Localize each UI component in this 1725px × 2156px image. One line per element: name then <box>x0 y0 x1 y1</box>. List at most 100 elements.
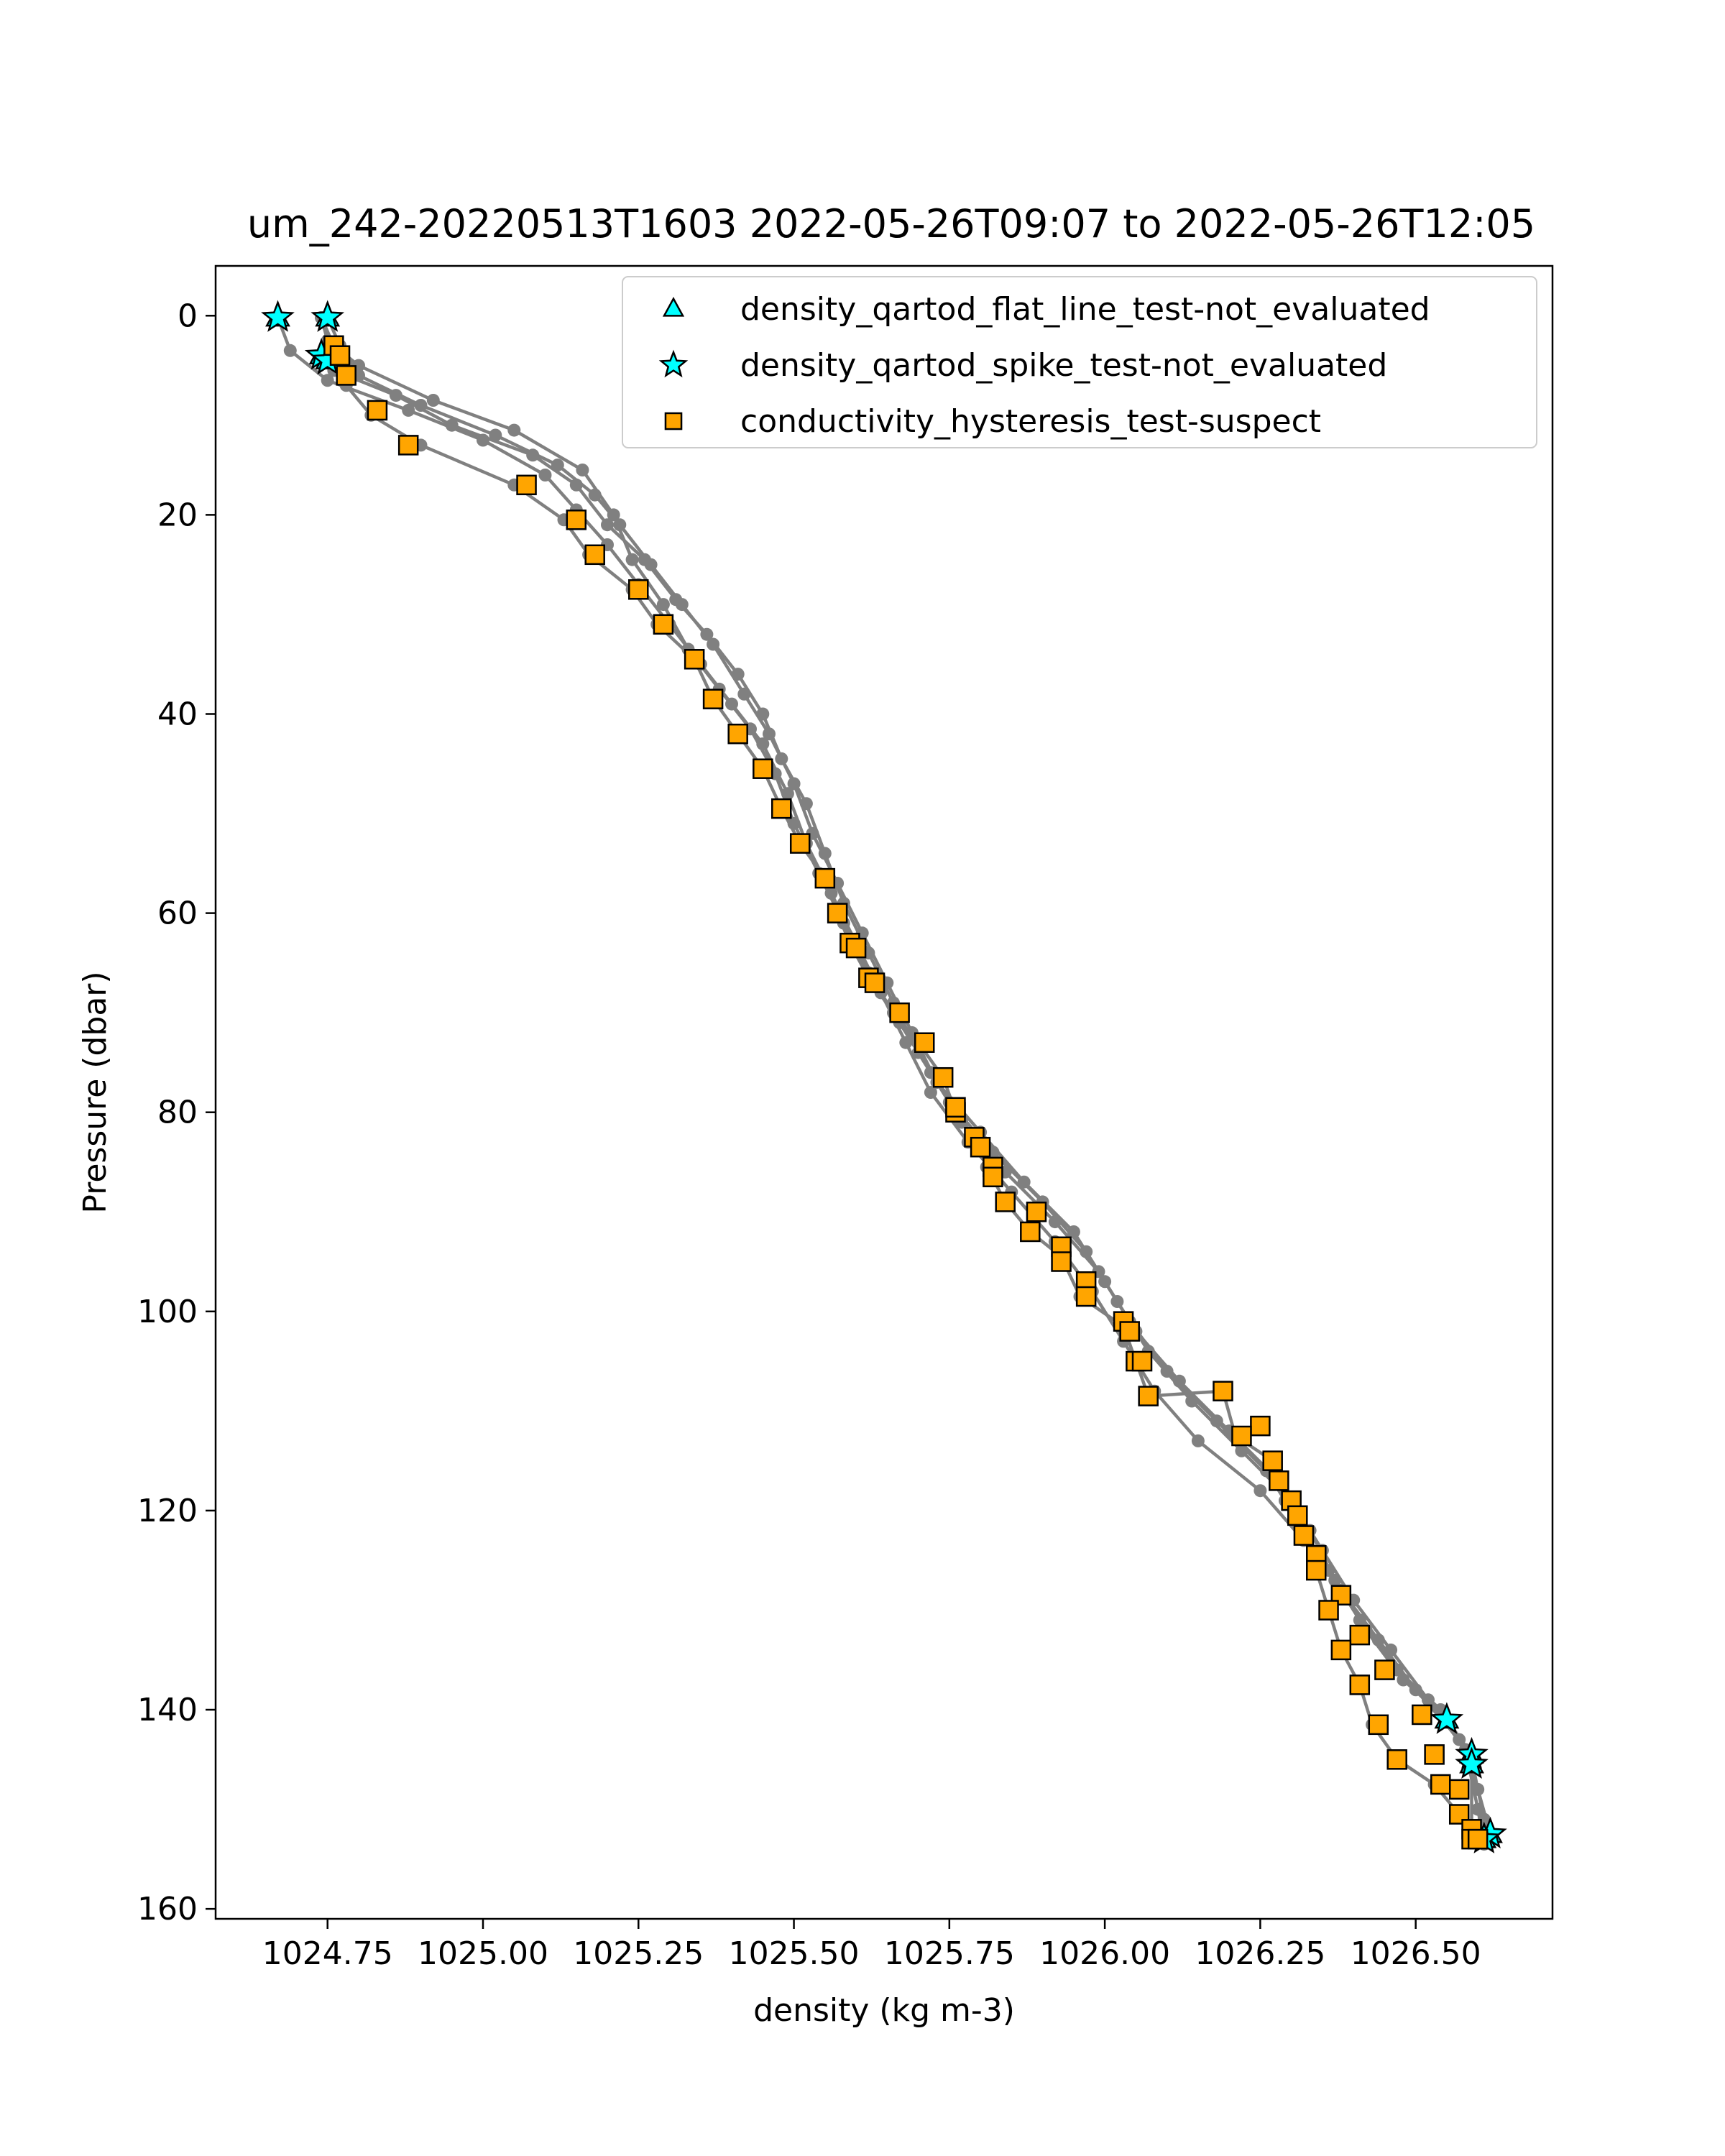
square-marker <box>584 544 605 566</box>
profile-point <box>656 598 670 612</box>
square-marker <box>516 474 537 496</box>
profile-point <box>669 593 683 607</box>
profile-point <box>731 668 745 681</box>
square-marker <box>970 1136 991 1158</box>
profile-line <box>319 317 1492 1840</box>
square-marker <box>914 1032 935 1053</box>
y-tick-label: 120 <box>137 1493 198 1529</box>
x-tick-label: 1025.75 <box>884 1935 1015 1972</box>
profile-point <box>799 797 813 811</box>
y-tick-label: 20 <box>157 497 198 533</box>
profile-point <box>787 816 801 830</box>
legend-label: density_qartod_spike_test-not_evaluated <box>740 347 1387 384</box>
profile-point <box>1254 1484 1267 1498</box>
x-tick-label: 1025.00 <box>418 1935 548 1972</box>
square-marker <box>827 903 848 923</box>
profile-point <box>700 627 714 641</box>
square-marker <box>1412 1704 1432 1726</box>
square-marker <box>727 723 748 745</box>
square-marker <box>864 972 886 993</box>
square-marker <box>1213 1381 1233 1401</box>
profile-point <box>607 508 620 522</box>
profile-point <box>526 448 540 462</box>
plot-area <box>261 300 1507 1853</box>
square-marker <box>653 614 674 635</box>
profile-line <box>320 317 1486 1845</box>
profile-point <box>924 1086 937 1099</box>
square-marker <box>1138 1386 1159 1406</box>
star-marker <box>310 300 345 332</box>
x-tick-label: 1025.50 <box>729 1935 860 1972</box>
square-marker <box>945 1097 966 1118</box>
square-marker <box>814 867 836 889</box>
profile-point <box>402 403 415 417</box>
square-marker <box>566 510 587 530</box>
square-marker <box>1318 1600 1339 1621</box>
square-marker <box>397 435 419 456</box>
square-marker <box>845 937 867 959</box>
y-axis: 0 20 40 60 80 100 120 140 160 <box>137 298 216 1927</box>
legend-triangle-icon <box>662 296 685 317</box>
square-marker <box>628 579 649 600</box>
profile-point <box>818 847 832 860</box>
y-axis-label: Pressure (dbar) <box>77 971 114 1213</box>
x-tick-label: 1025.25 <box>573 1935 704 1972</box>
profile-point <box>1160 1365 1174 1378</box>
legend-label: conductivity_hysteresis_test-suspect <box>740 403 1321 440</box>
y-tick-label: 80 <box>157 1095 198 1131</box>
square-marker <box>1262 1450 1283 1471</box>
profile-line <box>276 317 1492 1835</box>
square-marker <box>1349 1674 1371 1695</box>
y-tick-label: 60 <box>157 895 198 932</box>
profile-point <box>507 423 521 437</box>
profile-line <box>319 317 1473 1841</box>
legend-label: density_qartod_flat_line_test-not_evalua… <box>740 291 1430 328</box>
y-tick-label: 0 <box>178 298 198 334</box>
square-marker <box>771 798 792 819</box>
square-marker <box>1448 1779 1470 1800</box>
x-tick-label: 1024.75 <box>262 1935 393 1972</box>
square-marker <box>983 1166 1003 1188</box>
y-tick-label: 100 <box>137 1294 198 1330</box>
chart-title: um_242-20220513T1603 2022-05-26T09:07 to… <box>247 201 1535 247</box>
square-marker <box>1131 1350 1153 1372</box>
profile-point <box>756 707 770 721</box>
profile-point <box>576 464 589 476</box>
profile-line <box>326 317 1473 1840</box>
square-marker <box>1051 1251 1072 1272</box>
legend: density_qartod_flat_line_test-not_evalua… <box>622 276 1537 448</box>
square-marker <box>995 1192 1016 1212</box>
x-tick-label: 1026.00 <box>1039 1935 1170 1972</box>
star-marker <box>1430 1702 1464 1734</box>
y-tick-label: 40 <box>157 696 198 732</box>
square-marker <box>1349 1624 1371 1646</box>
square-marker <box>1287 1505 1308 1526</box>
x-axis: 1024.75 1025.00 1025.25 1025.50 1025.75 1026.… <box>262 1919 1481 1972</box>
square-marker <box>1467 1828 1489 1850</box>
square-marker <box>329 345 351 366</box>
profile-point <box>1048 1215 1062 1229</box>
star-marker <box>1455 1746 1489 1779</box>
square-marker <box>1250 1415 1271 1437</box>
x-tick-label: 1026.25 <box>1195 1935 1325 1972</box>
square-marker <box>889 1002 910 1023</box>
profile-point <box>1210 1414 1223 1428</box>
profile-point <box>775 752 788 765</box>
square-marker <box>1075 1286 1097 1307</box>
square-marker <box>1368 1714 1389 1736</box>
square-marker <box>932 1067 954 1088</box>
square-marker <box>1424 1744 1445 1765</box>
profile-point <box>601 518 614 532</box>
profile-point <box>1384 1643 1398 1657</box>
x-tick-label: 1026.50 <box>1351 1935 1481 1972</box>
square-marker <box>1020 1221 1041 1243</box>
profile-point <box>426 394 440 407</box>
legend-square-icon <box>664 412 683 430</box>
square-marker <box>1293 1525 1315 1546</box>
square-marker <box>1119 1321 1140 1342</box>
profile-point <box>445 418 459 432</box>
square-marker <box>1386 1749 1407 1770</box>
x-axis-label: density (kg m-3) <box>753 1992 1015 2029</box>
legend-frame <box>622 276 1537 448</box>
